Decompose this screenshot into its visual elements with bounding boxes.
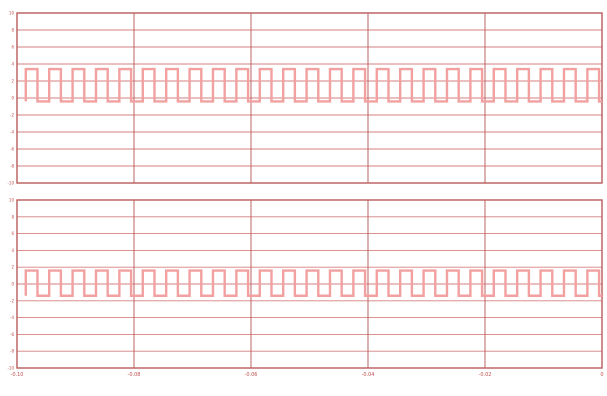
y-tick-label: 2	[11, 265, 14, 270]
y-tick-label: 0	[11, 96, 14, 101]
y-tick-label: 4	[11, 62, 14, 67]
x-tick-label: -0.10	[11, 372, 24, 378]
y-tick-label: -4	[10, 315, 14, 320]
y-tick-label: -8	[10, 349, 14, 354]
plot-frame	[16, 12, 603, 184]
y-tick-label: -2	[10, 298, 14, 303]
top-plot-panel: -10 -8 -6 -4 -2 0 2 4 6 8 10	[7, 11, 603, 186]
y-tick-label: 6	[11, 45, 14, 50]
x-tick-label: -0.08	[128, 372, 141, 378]
y-tick-label: -8	[10, 164, 14, 169]
y-tick-label: 6	[11, 231, 14, 236]
y-tick-label: -2	[10, 113, 14, 118]
y-tick-label: 0	[11, 282, 14, 287]
square-wave-series	[24, 67, 602, 103]
y-tick-label: -10	[7, 366, 14, 371]
y-tick-label: 2	[11, 79, 14, 84]
y-tick-label: 10	[9, 11, 15, 16]
y-tick-label: -4	[10, 130, 14, 135]
x-tick-label: 0	[600, 372, 603, 378]
y-tick-label: -10	[7, 181, 14, 186]
y-tick-label: 10	[9, 198, 15, 203]
y-tick-label: -6	[10, 332, 14, 337]
y-tick-label: 8	[11, 214, 14, 219]
square-wave-series	[24, 269, 602, 297]
plot-frame	[16, 199, 603, 369]
y-tick-label: 8	[11, 28, 14, 33]
x-tick-label: -0.02	[479, 372, 492, 378]
y-tick-label: 4	[11, 248, 14, 253]
y-tick-label: -6	[10, 147, 14, 152]
x-tick-label: -0.04	[362, 372, 375, 378]
bottom-plot-panel: -10 -8 -6 -4 -2 0 2 4 6 8 10 -0.10 -0.08 -0.06 -0.04 -0…	[7, 198, 603, 379]
x-tick-label: -0.06	[245, 372, 258, 378]
